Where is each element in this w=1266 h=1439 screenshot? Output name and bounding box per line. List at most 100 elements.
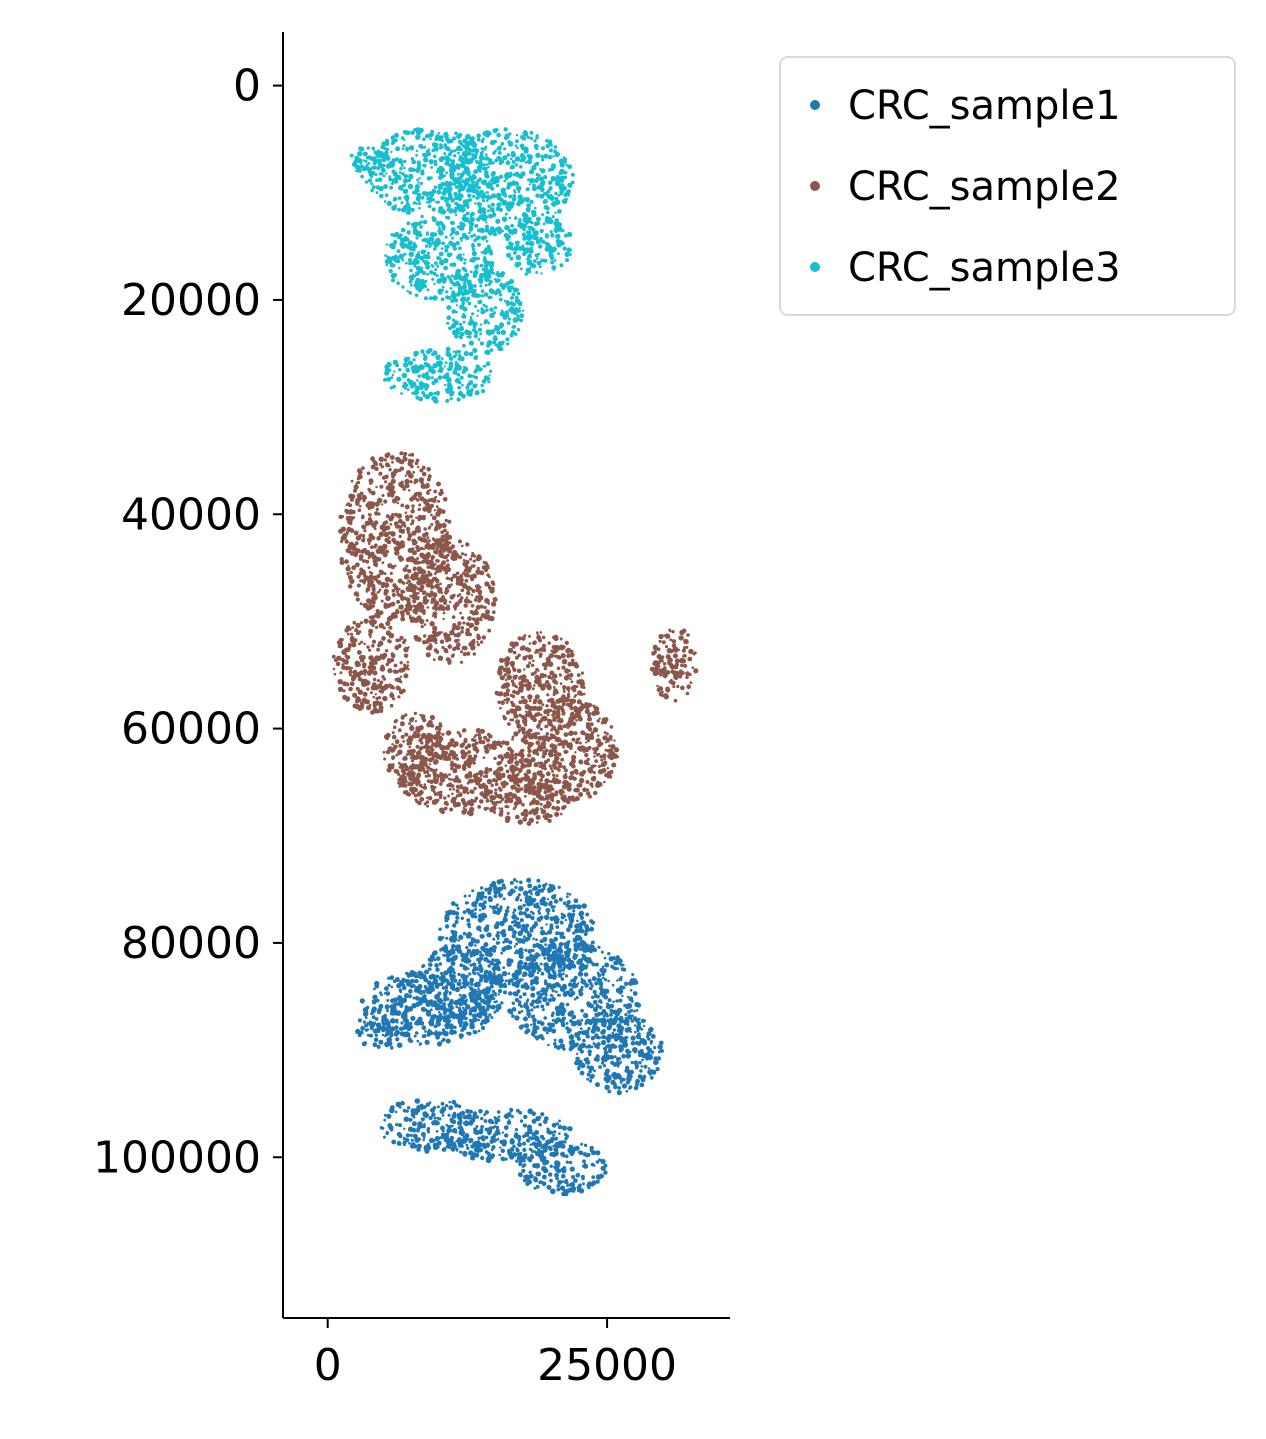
data-point bbox=[382, 1135, 386, 1139]
data-point bbox=[446, 957, 452, 963]
data-point bbox=[589, 733, 594, 738]
data-point bbox=[560, 653, 566, 659]
data-point bbox=[550, 728, 554, 732]
data-point bbox=[518, 995, 523, 999]
data-point bbox=[604, 962, 610, 968]
data-point bbox=[355, 622, 361, 629]
data-point bbox=[402, 487, 407, 491]
data-point bbox=[331, 654, 336, 659]
data-point bbox=[395, 1038, 399, 1042]
data-point bbox=[476, 584, 480, 588]
data-point bbox=[552, 685, 556, 689]
data-point bbox=[398, 587, 401, 591]
data-point bbox=[532, 957, 537, 962]
data-point bbox=[517, 1140, 521, 1143]
data-point bbox=[416, 603, 422, 609]
data-point bbox=[525, 923, 530, 928]
data-point bbox=[455, 801, 461, 808]
data-point bbox=[426, 477, 431, 482]
data-point bbox=[397, 555, 403, 561]
data-point bbox=[553, 744, 557, 747]
data-point bbox=[539, 888, 545, 893]
data-point bbox=[576, 673, 581, 677]
data-point bbox=[397, 999, 403, 1005]
data-point bbox=[394, 1002, 399, 1007]
data-point bbox=[549, 670, 555, 676]
data-point bbox=[479, 934, 483, 938]
data-point bbox=[441, 732, 445, 736]
data-point bbox=[527, 1127, 533, 1134]
data-point bbox=[405, 564, 409, 568]
data-point bbox=[541, 1036, 545, 1041]
data-point bbox=[501, 883, 506, 888]
data-point bbox=[427, 1029, 433, 1036]
data-point bbox=[476, 640, 479, 643]
data-point bbox=[553, 1038, 557, 1042]
data-point bbox=[553, 899, 559, 904]
data-point bbox=[390, 485, 395, 490]
data-point bbox=[427, 570, 431, 574]
data-point bbox=[493, 923, 500, 930]
data-point bbox=[568, 1040, 574, 1046]
data-point bbox=[473, 786, 477, 791]
data-point bbox=[566, 900, 571, 905]
data-point bbox=[472, 1013, 476, 1018]
data-point bbox=[565, 1026, 569, 1031]
data-point bbox=[495, 1132, 499, 1136]
data-point bbox=[356, 583, 361, 588]
data-point bbox=[552, 760, 557, 765]
data-point bbox=[596, 719, 600, 723]
data-point bbox=[530, 893, 533, 896]
data-point bbox=[586, 757, 590, 762]
data-point bbox=[471, 1117, 476, 1121]
data-point bbox=[536, 1027, 540, 1030]
data-point bbox=[437, 982, 441, 987]
data-point bbox=[624, 1069, 628, 1073]
data-point bbox=[587, 978, 592, 984]
data-point bbox=[457, 1018, 463, 1025]
data-point bbox=[408, 1006, 412, 1010]
data-point bbox=[556, 666, 561, 671]
data-point bbox=[600, 758, 604, 762]
data-point bbox=[615, 987, 622, 994]
data-point bbox=[512, 650, 517, 655]
data-point bbox=[370, 572, 374, 575]
data-point bbox=[492, 937, 496, 941]
data-point bbox=[502, 714, 506, 718]
data-point bbox=[531, 888, 535, 891]
data-point bbox=[424, 502, 429, 507]
data-point bbox=[522, 1141, 527, 1146]
data-point bbox=[408, 489, 411, 492]
data-point bbox=[356, 480, 361, 485]
data-point bbox=[424, 1148, 430, 1154]
data-point bbox=[346, 517, 350, 522]
data-point bbox=[454, 639, 459, 643]
data-point bbox=[446, 563, 450, 567]
data-point bbox=[433, 489, 438, 494]
data-point bbox=[553, 1147, 558, 1152]
data-point bbox=[526, 684, 532, 690]
data-point bbox=[380, 624, 384, 628]
data-point bbox=[572, 909, 576, 913]
data-point bbox=[400, 503, 405, 508]
data-point bbox=[575, 942, 579, 947]
data-point bbox=[399, 540, 405, 546]
data-point bbox=[599, 741, 604, 746]
data-point bbox=[564, 964, 568, 967]
data-point bbox=[543, 1016, 547, 1020]
data-point bbox=[499, 1146, 502, 1149]
data-point bbox=[404, 483, 410, 489]
data-point bbox=[380, 993, 383, 997]
data-point bbox=[443, 970, 449, 976]
data-point bbox=[438, 1001, 442, 1005]
data-point bbox=[478, 1129, 484, 1135]
data-point bbox=[386, 1009, 389, 1013]
data-point bbox=[389, 493, 395, 498]
data-point bbox=[623, 1021, 628, 1026]
data-point bbox=[554, 1167, 560, 1173]
data-point bbox=[593, 1057, 598, 1062]
data-point bbox=[474, 912, 477, 915]
data-point bbox=[348, 645, 352, 649]
data-point bbox=[462, 652, 467, 657]
data-point bbox=[553, 634, 559, 640]
